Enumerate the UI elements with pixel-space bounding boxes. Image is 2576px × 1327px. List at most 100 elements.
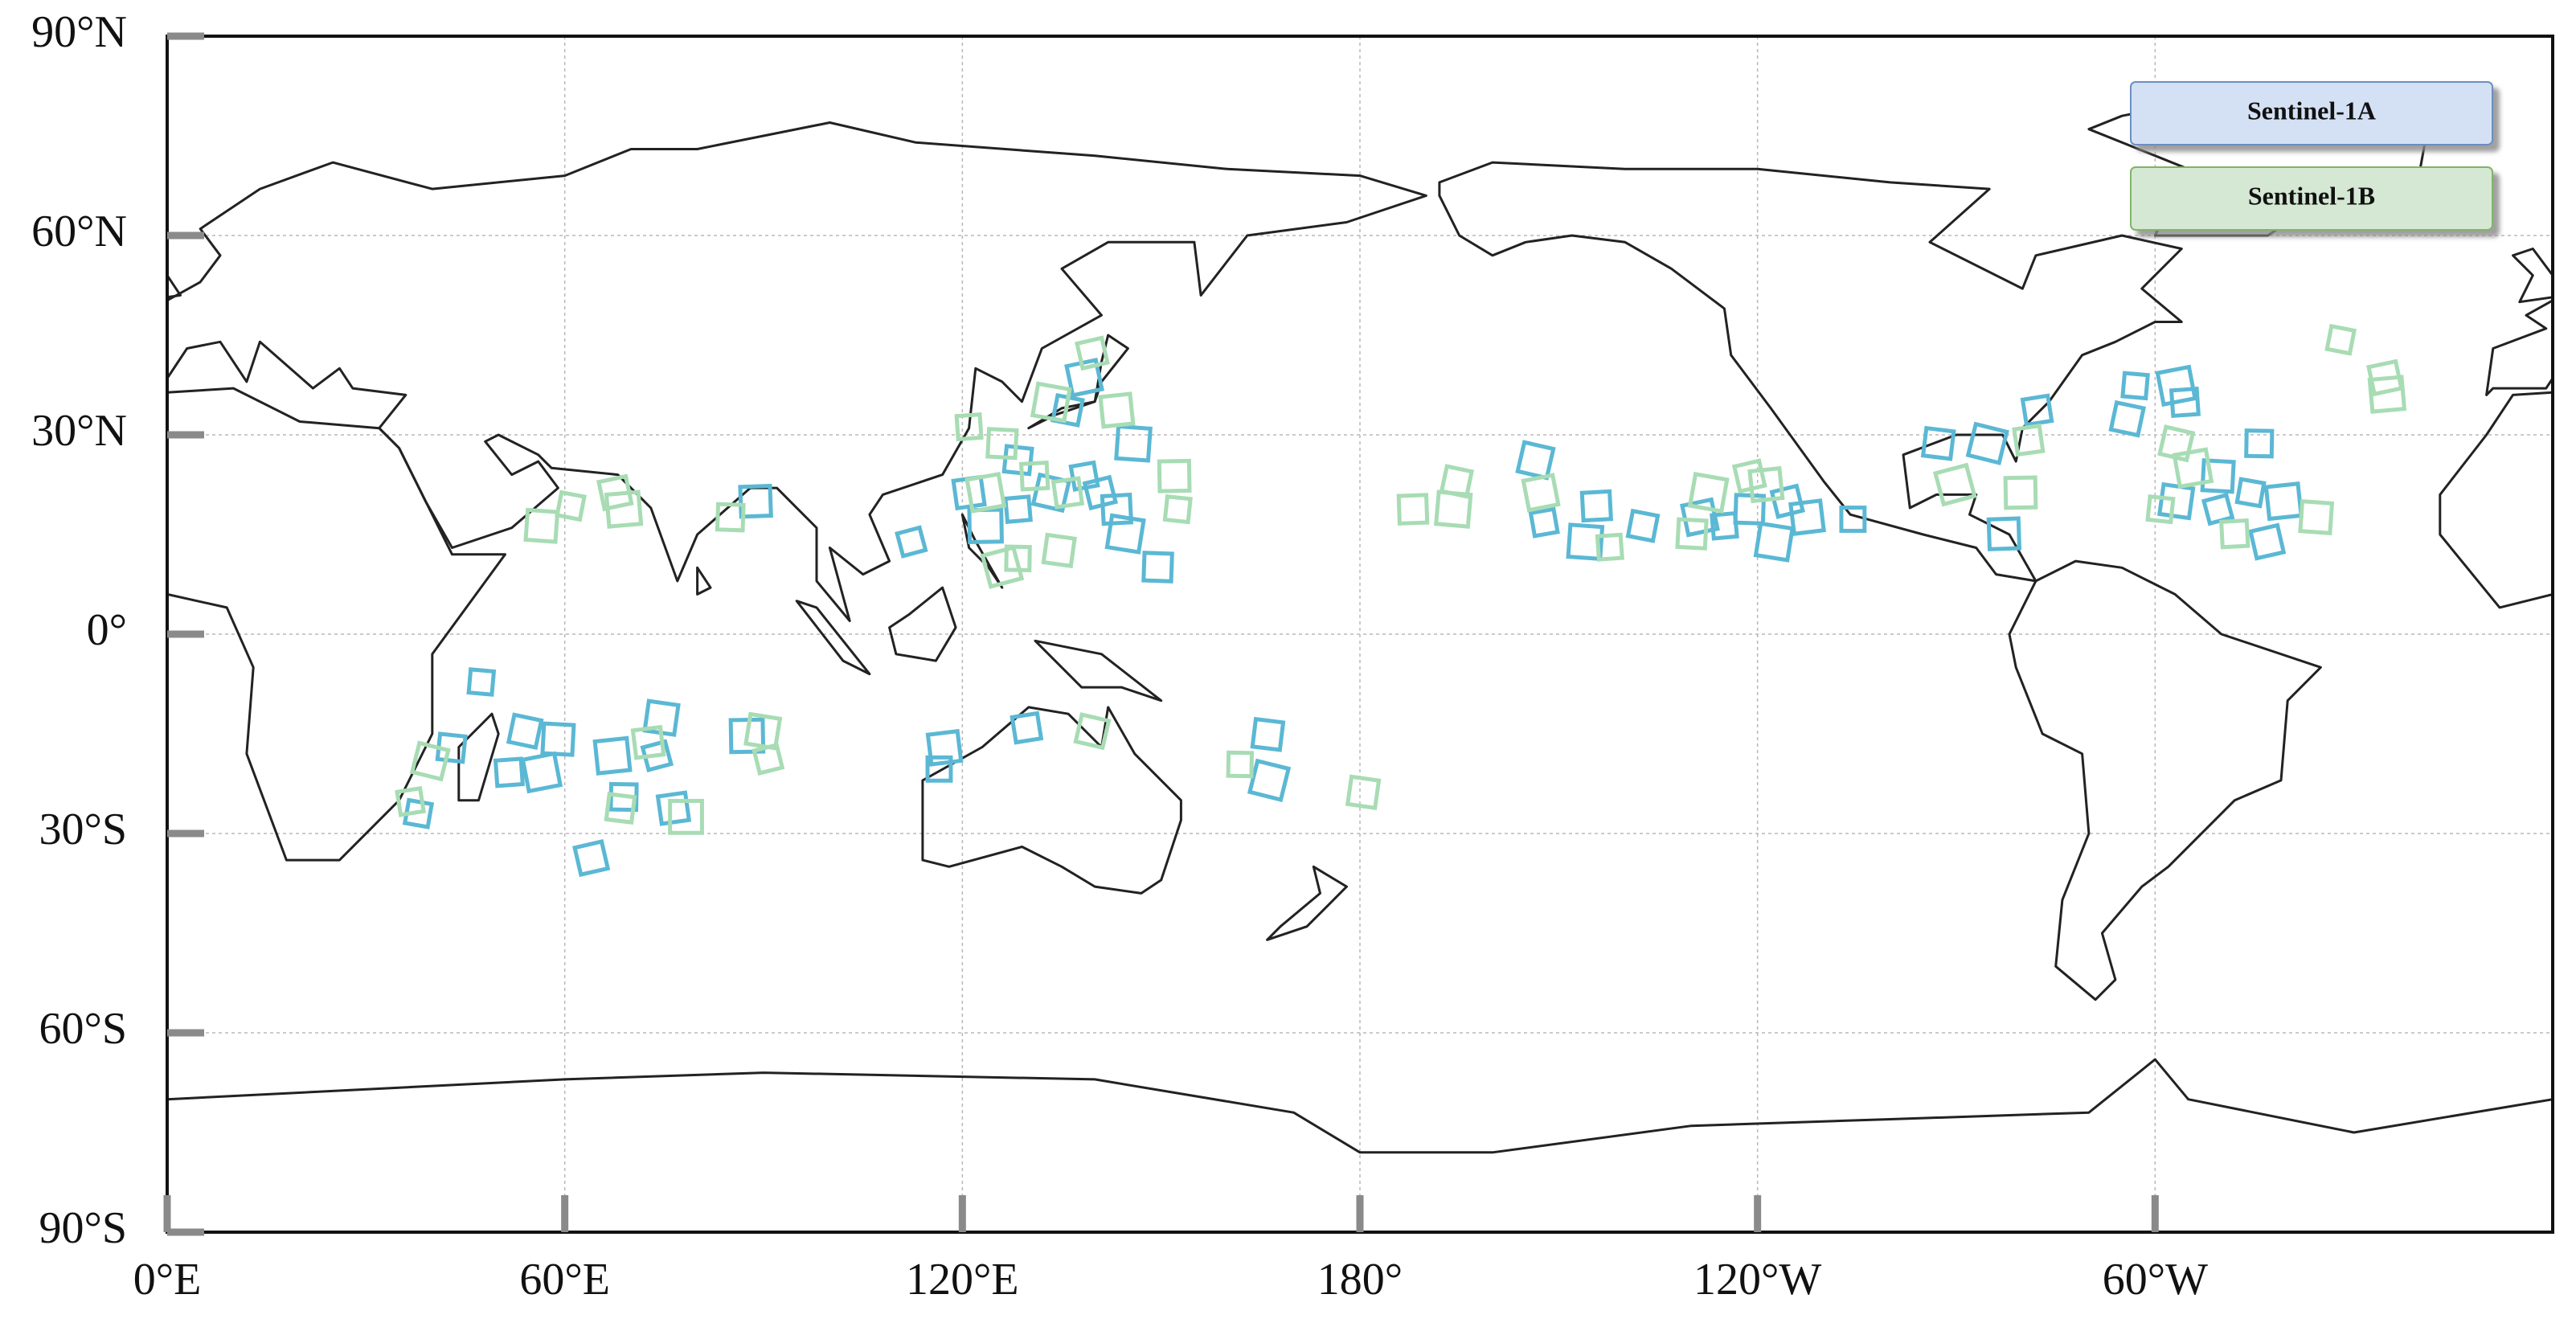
footprint (655, 790, 692, 826)
y-tick-label: 60°N (31, 207, 127, 256)
footprint (1528, 506, 1560, 539)
footprint (1098, 391, 1136, 429)
footprint (1104, 513, 1146, 555)
coastline (167, 273, 182, 299)
footprint (2156, 481, 2196, 521)
footprint (395, 785, 426, 817)
footprint (2244, 428, 2275, 459)
coastline (167, 1058, 2553, 1154)
x-tick-label: 60°W (2103, 1255, 2208, 1304)
coastline (457, 712, 500, 802)
coastline (921, 706, 1182, 895)
legend-label: Sentinel-1B (2248, 181, 2375, 210)
footprint (1074, 335, 1110, 371)
footprint (985, 427, 1019, 461)
x-tick-label: 60°E (519, 1255, 610, 1304)
footprint (520, 751, 563, 794)
footprint (2219, 518, 2250, 550)
footprint (540, 721, 576, 757)
footprint (1141, 551, 1174, 584)
footprint (2012, 423, 2046, 457)
footprints (395, 323, 2407, 878)
footprint (752, 742, 785, 776)
footprint (1250, 716, 1286, 752)
footprint (1247, 758, 1292, 803)
footprint (1932, 462, 1977, 507)
x-tick-label: 180° (1317, 1255, 1403, 1304)
footprint (964, 471, 1007, 514)
legend-box (2130, 166, 2493, 231)
coastline (2552, 1098, 2553, 1100)
coastline (2439, 391, 2553, 609)
coastline (2512, 248, 2553, 304)
y-tick-label: 0° (87, 605, 127, 655)
footprint (2120, 371, 2150, 401)
footprint (1226, 750, 1255, 779)
footprint (2200, 458, 2236, 494)
footprint (2145, 494, 2176, 525)
footprint (523, 507, 560, 544)
coastline (1034, 639, 1163, 702)
footprint (1965, 421, 2009, 465)
footprint (728, 717, 766, 755)
axes: 90°N 60°N 30°N 0° 30°S 60°S 90°S0°E 60°E 120°E 18… (31, 7, 2208, 1304)
footprint (572, 838, 611, 878)
footprint (1041, 532, 1077, 569)
y-tick-label: 30°N (31, 406, 127, 456)
footprint (1675, 517, 1709, 551)
footprint (1595, 532, 1624, 562)
coastlines (167, 81, 2553, 1154)
x-tick-label: 0°E (133, 1255, 202, 1304)
footprint (2248, 522, 2287, 561)
footprint (466, 667, 497, 697)
coastline (1438, 161, 2183, 583)
footprint (1753, 521, 1795, 563)
footprint (925, 728, 964, 767)
footprint (555, 489, 587, 522)
footprint (493, 756, 525, 788)
footprint (2155, 364, 2197, 408)
footprint (1566, 522, 1605, 561)
footprint (604, 792, 637, 825)
footprint (1073, 712, 1112, 751)
footprint (1920, 425, 1956, 461)
y-tick-label: 90°S (39, 1203, 127, 1253)
coastline (888, 586, 957, 662)
footprint (1030, 381, 1072, 424)
footprint (2298, 499, 2335, 535)
footprint (1396, 493, 1430, 526)
footprint (640, 739, 674, 773)
footprint (1986, 516, 2022, 551)
footprint (668, 798, 704, 835)
footprint (506, 712, 544, 751)
legend-label: Sentinel-1A (2247, 96, 2376, 125)
footprint (743, 711, 783, 751)
footprint (2234, 477, 2267, 509)
footprint (1162, 494, 1193, 525)
footprint (2108, 399, 2147, 438)
legend-box (2130, 81, 2493, 145)
coastline (696, 566, 712, 596)
coastline (1027, 334, 1129, 430)
footprint (2263, 481, 2304, 522)
x-tick-label: 120°W (1693, 1255, 1821, 1304)
coastline (167, 121, 1427, 622)
footprint (1521, 473, 1561, 513)
footprint (2201, 492, 2235, 526)
footprint (1515, 440, 1556, 481)
footprint (596, 473, 634, 512)
footprint (1625, 508, 1661, 543)
footprint (1769, 483, 1805, 519)
footprint (2324, 323, 2357, 356)
coastline (2485, 299, 2553, 396)
legend: Sentinel-1A Sentinel-1B (2130, 81, 2493, 231)
footprint (1439, 464, 1475, 499)
footprint (2172, 447, 2214, 489)
footprint (2003, 475, 2038, 510)
coastline (795, 600, 871, 676)
footprint (1687, 471, 1730, 514)
footprint (1579, 489, 1613, 523)
footprint (2169, 386, 2201, 419)
footprint (592, 735, 633, 776)
